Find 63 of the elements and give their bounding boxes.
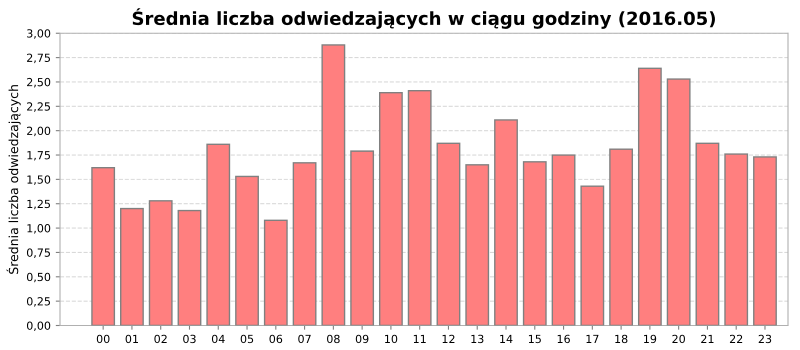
bar	[235, 176, 259, 326]
y-tick-label: 2,75	[27, 54, 50, 64]
x-tick-label: 05	[240, 334, 254, 344]
chart-title: Średnia liczba odwiedzających w ciągu godziny (2016.05)	[132, 8, 715, 29]
y-tick-label: 2,50	[27, 78, 50, 88]
y-tick-label: 2,00	[27, 126, 50, 136]
bar	[465, 164, 490, 326]
bar	[609, 148, 634, 326]
bar	[148, 200, 173, 326]
x-tick-label: 23	[758, 334, 772, 344]
x-tick-label: 16	[558, 334, 570, 344]
y-tick-label: 1,00	[27, 224, 50, 234]
bar	[350, 150, 374, 326]
x-tick-label: 09	[356, 334, 368, 344]
y-tick-label: 1,75	[27, 151, 50, 161]
y-tick-label: 0,25	[26, 297, 50, 307]
bar	[638, 68, 662, 326]
x-tick-label: 02	[154, 334, 167, 344]
x-tick-label: 10	[385, 334, 398, 344]
x-tick-label: 21	[701, 334, 714, 343]
x-tick-label: 19	[644, 334, 656, 344]
bar	[408, 90, 432, 326]
x-tick-label: 22	[730, 334, 742, 343]
y-tick-label: 2,25	[27, 102, 50, 112]
bar	[753, 156, 777, 326]
y-tick-label: 1,50	[27, 175, 50, 185]
x-tick-label: 11	[414, 334, 426, 343]
bar	[580, 186, 604, 326]
bar	[264, 220, 288, 326]
x-tick-label: 04	[212, 334, 225, 344]
x-tick-label: 14	[500, 334, 512, 343]
bar	[120, 208, 144, 326]
bar	[292, 162, 316, 326]
x-tick-label: 01	[126, 334, 138, 344]
bar	[552, 154, 576, 326]
bar	[378, 92, 403, 326]
x-tick-label: 12	[442, 334, 454, 343]
y-tick-label: 0,50	[26, 272, 50, 282]
x-tick-label: 15	[528, 334, 541, 344]
bar	[696, 142, 720, 326]
bar	[666, 78, 691, 326]
bar	[494, 119, 518, 326]
y-tick-label: 3,00	[27, 29, 50, 39]
bar	[522, 161, 547, 326]
x-tick-label: 20	[672, 334, 685, 344]
bar	[178, 210, 202, 326]
x-tick-label: 00	[96, 334, 110, 344]
bar	[436, 142, 460, 326]
x-tick-label: 17	[586, 334, 598, 343]
bar	[321, 44, 346, 326]
x-tick-label: 07	[298, 334, 311, 344]
x-tick-label: 18	[615, 334, 628, 344]
x-tick-label: 06	[269, 334, 282, 344]
x-tick-label: 13	[471, 334, 484, 344]
y-tick-label: 0,75	[26, 248, 50, 258]
x-tick-label: 03	[183, 334, 196, 344]
bar	[206, 144, 230, 326]
y-axis-title: Średnia liczba odwiedzających	[6, 85, 21, 274]
y-tick-label: 1,25	[27, 200, 50, 210]
x-tick-label: 08	[327, 334, 340, 344]
bar	[91, 166, 116, 326]
y-tick-label: 0,00	[26, 321, 50, 332]
bar	[724, 153, 748, 326]
